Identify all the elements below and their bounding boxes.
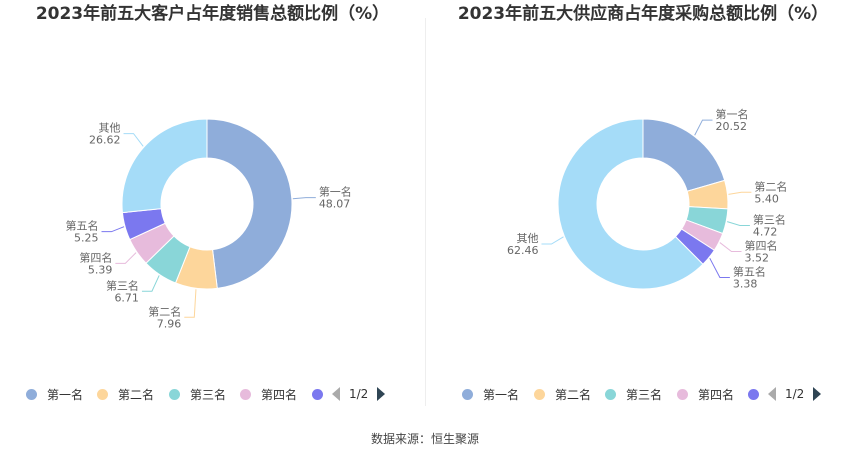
slice-value-label: 5.40 xyxy=(754,192,779,205)
legend-dot-second xyxy=(97,388,108,400)
slice-category-label: 第五名 xyxy=(66,219,99,233)
legend-page-indicator: 1/2 xyxy=(349,387,369,401)
legend-pager: 1/2 xyxy=(768,384,822,404)
slice-value-label: 20.52 xyxy=(715,120,747,133)
customer-chart-panel: 其他 26.62 第五名 5.25 第四名 5.39 第三名 6.71 第二名 7.96 第一名 48… xyxy=(0,0,425,410)
leader-line-fourth xyxy=(719,242,742,252)
legend-pager: 1/2 xyxy=(332,384,386,404)
leader-line-second xyxy=(184,289,197,318)
slice-other[interactable] xyxy=(121,118,208,214)
legend-prev-page-icon[interactable] xyxy=(332,387,340,401)
slice-category-label: 第二名 xyxy=(754,179,787,193)
supplier-chart-panel: 其他 62.46 第一名 20.52 第二名 5.40 第三名 4.72 第四名 3.52 第五名 3… xyxy=(425,0,850,410)
leader-line-fifth xyxy=(101,226,125,233)
legend-item-fourth[interactable]: 第四名 xyxy=(677,384,734,404)
customer-chart-title: 2023年前五大客户占年度销售总额比例（%） xyxy=(35,4,390,24)
slice-category-label: 其他 xyxy=(99,122,121,135)
slice-value-label: 3.38 xyxy=(733,277,758,290)
slice-value-label: 5.39 xyxy=(88,263,113,276)
legend-label: 第四名 xyxy=(698,387,735,402)
legend-item-second[interactable]: 第二名 xyxy=(97,384,154,404)
slice-value-label: 62.46 xyxy=(507,244,539,257)
leader-line-second xyxy=(728,191,752,195)
legend-next-page-icon[interactable] xyxy=(813,387,822,401)
legend-item-third[interactable]: 第三名 xyxy=(605,384,662,404)
slice-category-label: 第四名 xyxy=(744,238,777,252)
slice-value-label: 48.07 xyxy=(319,198,351,211)
legend-label: 第一名 xyxy=(483,387,520,402)
slice-value-label: 26.62 xyxy=(89,134,121,147)
legend-label: 第三名 xyxy=(190,387,227,402)
leader-line-fifth xyxy=(709,257,730,278)
panel-divider xyxy=(425,18,426,406)
legend-label: 第三名 xyxy=(626,387,663,402)
legend-next-page-icon[interactable] xyxy=(377,387,386,401)
legend-dot-third xyxy=(169,388,180,400)
legend-label: 第二名 xyxy=(555,387,592,402)
legend-dot-third xyxy=(605,388,616,400)
supplier-chart-title: 2023年前五大供应商占年度采购总额比例（%） xyxy=(457,4,829,24)
legend-item-first[interactable]: 第一名 xyxy=(462,384,519,404)
slice-category-label: 第五名 xyxy=(733,264,766,278)
leader-line-first xyxy=(292,197,316,200)
legend-prev-page-icon[interactable] xyxy=(768,387,776,401)
slice-category-label: 第一名 xyxy=(715,107,748,121)
slice-first[interactable] xyxy=(206,118,293,289)
legend-dot-second xyxy=(534,388,545,400)
leader-line-first xyxy=(694,119,713,136)
legend-label: 第二名 xyxy=(118,387,155,402)
legend-dot-fourth xyxy=(677,388,688,400)
slice-category-label: 第四名 xyxy=(79,250,112,264)
legend-dot-first xyxy=(26,388,37,400)
slice-other[interactable] xyxy=(557,118,704,290)
legend-dot-fifth xyxy=(312,388,323,400)
slice-first[interactable] xyxy=(642,118,726,192)
slice-category-label: 其他 xyxy=(516,232,538,245)
slice-value-label: 3.52 xyxy=(744,251,769,264)
customer-chart-legend: 第一名 第二名 第三名 第四名 1/2 xyxy=(0,384,425,404)
slice-value-label: 6.71 xyxy=(114,291,139,304)
legend-dot-first xyxy=(462,388,473,400)
legend-item-fifth[interactable] xyxy=(312,384,323,404)
slice-value-label: 5.25 xyxy=(74,232,99,245)
leader-line-other xyxy=(123,133,144,147)
slice-category-label: 第二名 xyxy=(148,304,181,318)
legend-dot-fifth xyxy=(748,388,759,400)
legend-label: 第四名 xyxy=(261,387,298,402)
legend-item-second[interactable]: 第二名 xyxy=(534,384,591,404)
slice-category-label: 第三名 xyxy=(106,278,139,292)
leader-line-third xyxy=(727,221,750,226)
supplier-chart-legend: 第一名 第二名 第三名 第四名 1/2 xyxy=(425,384,850,404)
legend-item-first[interactable]: 第一名 xyxy=(26,384,83,404)
legend-item-third[interactable]: 第三名 xyxy=(169,384,226,404)
legend-label: 第一名 xyxy=(47,387,84,402)
legend-item-fourth[interactable]: 第四名 xyxy=(240,384,297,404)
slice-value-label: 7.96 xyxy=(157,317,182,330)
legend-page-indicator: 1/2 xyxy=(785,387,805,401)
slice-category-label: 第三名 xyxy=(753,212,786,226)
leader-line-fourth xyxy=(115,252,137,264)
legend-dot-fourth xyxy=(240,388,251,400)
slice-category-label: 第一名 xyxy=(319,185,352,199)
legend-item-fifth[interactable] xyxy=(748,384,759,404)
slice-value-label: 4.72 xyxy=(753,225,778,238)
leader-line-other xyxy=(541,236,564,245)
data-source-note: 数据来源：恒生聚源 xyxy=(370,432,479,446)
leader-line-third xyxy=(141,275,160,292)
